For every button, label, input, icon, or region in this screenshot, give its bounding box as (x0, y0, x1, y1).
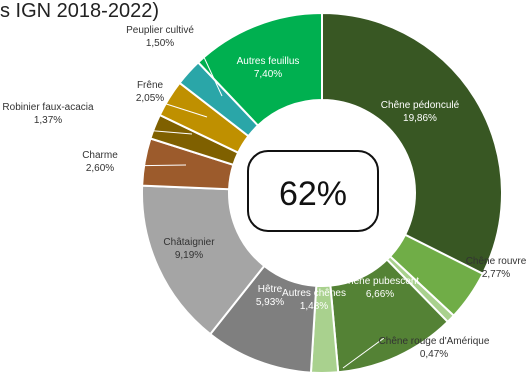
value-label-autres-chenes: 1,48% (300, 301, 328, 312)
center-label: 62% (279, 175, 347, 213)
category-label-chataignier: Châtaignier (163, 237, 215, 248)
value-label-robinier-faux-acacia: 1,37% (34, 115, 62, 126)
category-label-charme: Charme (82, 150, 118, 161)
leader-line-charme (117, 164, 187, 167)
category-label-autres-feuillus: Autres feuillus (237, 56, 300, 67)
category-label-chene-rouge-d-amerique: Chêne rouge d'Amérique (379, 336, 490, 347)
category-label-chene-rouvre: Chêne rouvre (466, 256, 527, 267)
leader-line-peuplier-cultive (195, 39, 223, 97)
leader-line-chene-rouge-d-amerique (342, 337, 385, 369)
value-label-charme: 2,60% (86, 163, 114, 174)
leader-line-frene (159, 101, 208, 118)
value-label-frene: 2,05% (136, 93, 164, 104)
category-label-autres-chenes: Autres chênes (282, 288, 346, 299)
labels-group: Chêne pédonculé 19,86% Chêne rouvre 2,77% Ch… (2, 25, 526, 360)
slice-autres-feuillus (196, 11, 323, 127)
category-label-chene-pedoncule: Chêne pédonculé (381, 100, 460, 111)
chart-title: s IGN 2018-2022) (0, 0, 159, 22)
value-label-chataignier: 9,19% (175, 250, 203, 261)
value-label-autres-feuillus: 7,40% (254, 69, 282, 80)
value-label-chene-rouge-d-amerique: 0,47% (420, 349, 448, 360)
slice-chataignier (141, 184, 266, 336)
category-label-hetre: Hêtre (258, 284, 283, 295)
center-label-box (247, 150, 379, 232)
category-label-peuplier-cultive: Peuplier cultivé (126, 25, 194, 36)
leader-line-robinier-faux-acacia (69, 123, 193, 135)
category-label-robinier-faux-acacia: Robinier faux-acacia (2, 102, 94, 113)
value-label-chene-pedoncule: 19,86% (403, 113, 437, 124)
slices-group (141, 11, 503, 374)
value-label-chene-rouvre: 2,77% (482, 269, 510, 280)
value-label-hetre: 5,93% (256, 297, 284, 308)
category-label-chene-pubescent: Chêne pubescent (341, 276, 420, 287)
value-label-peuplier-cultive: 1,50% (146, 38, 174, 49)
leader-lines-group (69, 39, 385, 369)
value-label-chene-pubescent: 6,66% (366, 289, 394, 300)
slice-chene-pedoncule (321, 11, 503, 276)
category-label-frene: Frêne (137, 80, 164, 91)
